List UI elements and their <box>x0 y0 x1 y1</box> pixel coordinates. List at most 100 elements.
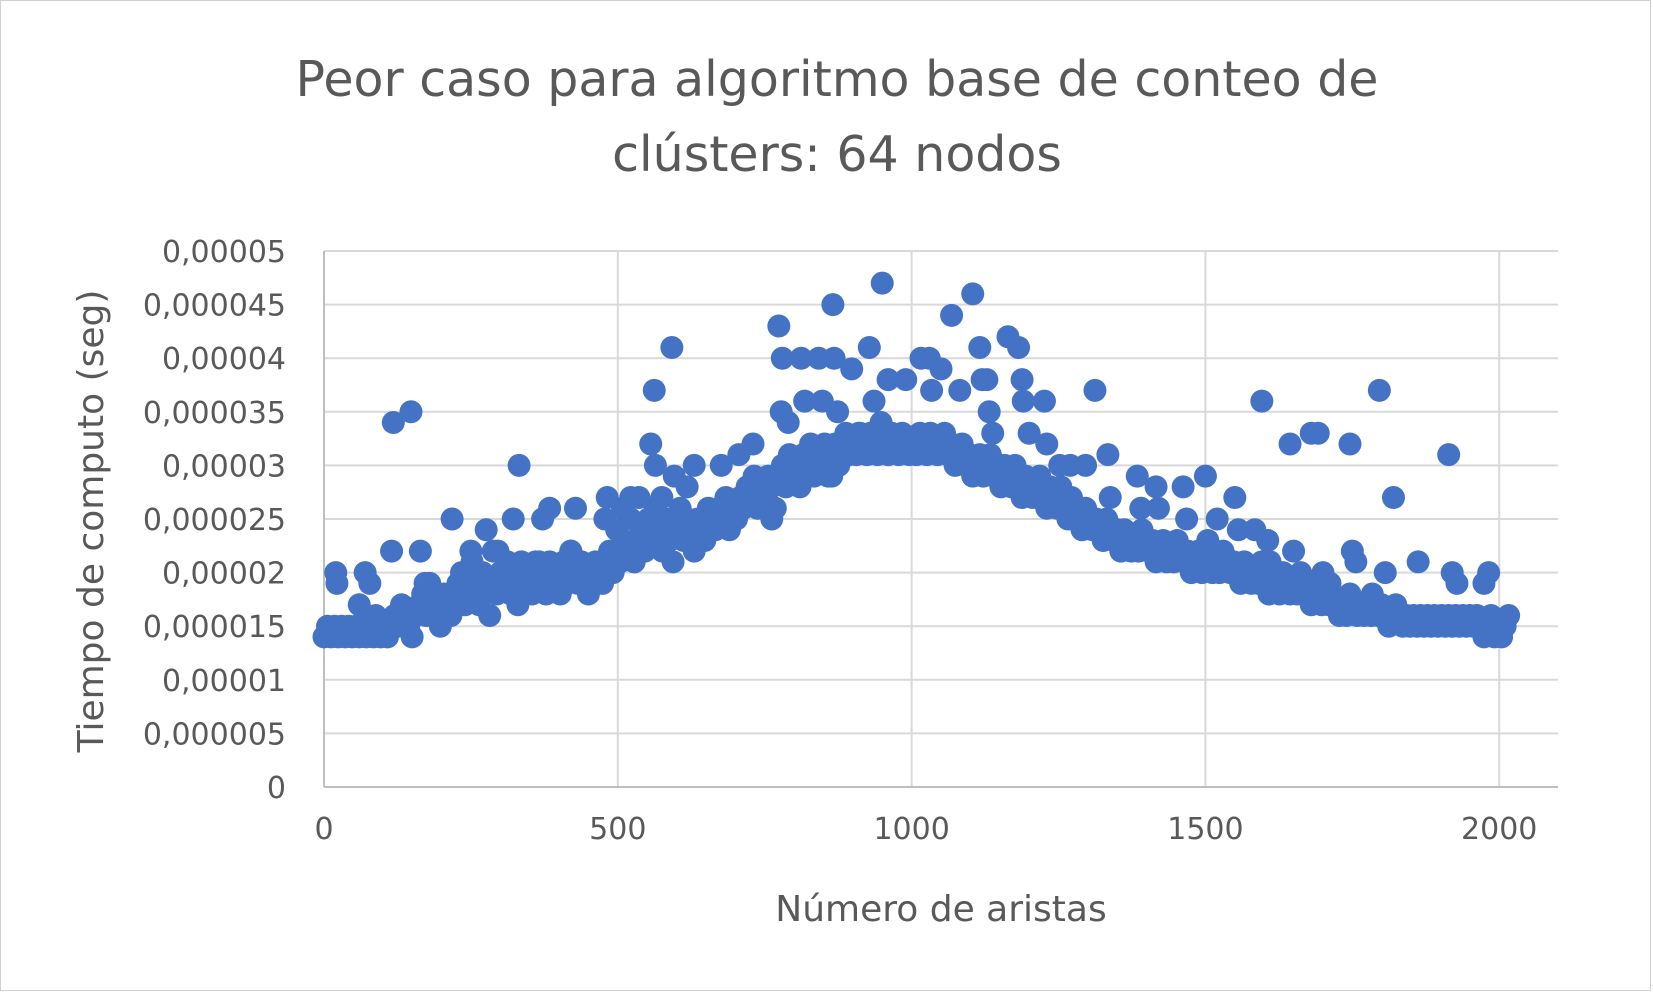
data-point <box>1196 528 1220 552</box>
x-axis-title: Número de aristas <box>775 889 1106 930</box>
data-point <box>1250 389 1274 413</box>
data-point <box>1171 475 1195 499</box>
y-tick-label: 0 <box>267 771 286 806</box>
data-point <box>381 411 405 435</box>
data-point <box>1074 453 1098 477</box>
data-point <box>474 518 498 542</box>
data-point <box>486 539 510 563</box>
data-point <box>1011 389 1035 413</box>
data-point <box>1278 432 1302 456</box>
data-point <box>1258 550 1282 574</box>
data-point <box>643 453 667 477</box>
data-point <box>660 335 684 359</box>
data-point <box>347 593 371 617</box>
data-point <box>639 432 663 456</box>
x-tick-label: 2000 <box>1461 812 1537 847</box>
x-tick-label: 1000 <box>873 812 949 847</box>
y-tick-label: 0,00001 <box>162 664 286 699</box>
data-point <box>816 464 840 488</box>
data-point <box>358 571 382 595</box>
data-point <box>1344 550 1368 574</box>
data-point <box>961 282 985 306</box>
data-point <box>1125 464 1149 488</box>
data-point <box>661 550 685 574</box>
data-point <box>968 335 992 359</box>
axes <box>323 251 1558 788</box>
chart-title-line-2: clústers: 64 nodos <box>612 126 1062 183</box>
data-point <box>870 271 894 295</box>
y-tick-label: 0,000035 <box>143 396 286 431</box>
data-point <box>1338 432 1362 456</box>
data-point <box>478 603 502 627</box>
data-point <box>894 368 918 392</box>
data-point <box>559 539 583 563</box>
y-tick-labels: 0 0,000005 0,00001 0,000015 0,00002 0,000025 0… <box>143 235 286 806</box>
data-point <box>789 346 813 370</box>
data-point <box>826 400 850 424</box>
y-tick-label: 0,00002 <box>162 557 286 592</box>
y-tick-label: 0,00003 <box>162 449 286 484</box>
data-point <box>1381 486 1405 510</box>
data-point <box>1144 475 1168 499</box>
x-tick-labels: 0 500 1000 1500 2000 <box>314 812 1537 847</box>
data-point <box>821 293 845 317</box>
data-point <box>760 507 784 531</box>
data-point <box>767 314 791 338</box>
data-point <box>682 453 706 477</box>
x-tick-label: 0 <box>314 812 333 847</box>
data-point <box>400 625 424 649</box>
data-point <box>929 357 953 381</box>
x-tick-label: 500 <box>589 812 646 847</box>
data-point <box>380 539 404 563</box>
data-point <box>840 357 864 381</box>
data-point <box>1175 507 1199 531</box>
data-point <box>627 486 651 510</box>
data-point <box>1360 582 1384 606</box>
data-point <box>459 539 483 563</box>
y-tick-label: 0,000005 <box>143 717 286 752</box>
data-point <box>1007 335 1031 359</box>
data-point <box>1129 496 1153 520</box>
data-point <box>1146 496 1170 520</box>
data-point <box>1010 368 1034 392</box>
data-point <box>675 475 699 499</box>
y-axis-title: Tiempo de computo (seg) <box>71 290 112 754</box>
data-point <box>948 378 972 402</box>
data-point <box>507 453 531 477</box>
data-point <box>1437 443 1461 467</box>
data-point <box>440 507 464 531</box>
data-point <box>1035 432 1059 456</box>
data-point <box>325 571 349 595</box>
data-point <box>642 378 666 402</box>
data-point <box>1032 389 1056 413</box>
data-point <box>709 453 733 477</box>
data-point <box>1306 421 1330 445</box>
data-point <box>1367 378 1391 402</box>
chart-title-line-1: Peor caso para algoritmo base de conteo … <box>296 51 1379 108</box>
data-point <box>741 432 765 456</box>
data-point <box>527 550 551 574</box>
data-point <box>413 571 437 595</box>
data-point <box>501 507 525 531</box>
data-point <box>1017 421 1041 445</box>
data-point <box>1477 561 1501 585</box>
y-tick-label: 0,000045 <box>143 289 286 324</box>
data-points <box>312 271 1521 649</box>
data-point <box>770 346 794 370</box>
data-point <box>975 368 999 392</box>
x-tick-label: 1500 <box>1167 812 1243 847</box>
data-point <box>1497 603 1521 627</box>
y-tick-label: 0,00004 <box>162 342 286 377</box>
data-point <box>876 368 900 392</box>
data-point <box>1406 550 1430 574</box>
data-point <box>776 411 800 435</box>
data-point <box>1098 486 1122 510</box>
data-point <box>862 389 886 413</box>
data-point <box>1193 464 1217 488</box>
data-point <box>1083 378 1107 402</box>
data-point <box>920 378 944 402</box>
data-point <box>408 539 432 563</box>
data-point <box>1226 518 1250 542</box>
